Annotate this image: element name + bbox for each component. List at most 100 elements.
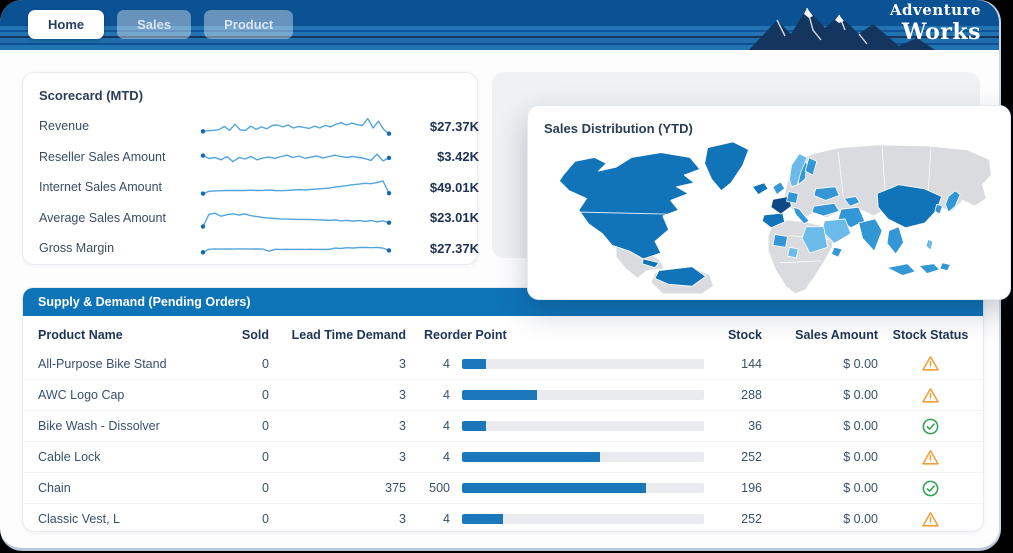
tab-home[interactable]: Home bbox=[28, 10, 105, 39]
cell-product-name: All-Purpose Bike Stand bbox=[38, 356, 167, 371]
cell-lead-time: 3 bbox=[399, 356, 406, 371]
bar-track bbox=[462, 452, 704, 462]
cell-reorder-bar bbox=[450, 514, 706, 524]
cell-lead-time: 3 bbox=[399, 388, 406, 402]
cell-product-name: Bike Wash - Dissolver bbox=[38, 419, 160, 433]
bar-track bbox=[462, 514, 704, 524]
col-lead-time-demand[interactable]: Lead Time Demand bbox=[291, 327, 406, 342]
cell-reorder-bar bbox=[450, 390, 706, 400]
cell-lead-time: 375 bbox=[385, 481, 406, 495]
warning-icon bbox=[921, 386, 940, 405]
cell-product-name: Chain bbox=[38, 481, 71, 495]
table-header-row: Product Name Sold Lead Time Demand Reord… bbox=[23, 321, 983, 348]
col-reorder-point[interactable]: Reorder Point bbox=[424, 327, 507, 342]
sparkline-average-sales bbox=[200, 212, 392, 229]
tab-sales[interactable]: Sales bbox=[117, 10, 192, 39]
bar-track bbox=[462, 358, 704, 369]
cell-stock: 196 bbox=[741, 481, 762, 495]
scorecard-row-revenue[interactable]: Revenue $27.37K bbox=[23, 111, 479, 142]
page-tabs: Home Sales Product bbox=[28, 10, 294, 39]
cell-stock-status bbox=[878, 354, 983, 373]
bar-fill bbox=[462, 358, 487, 369]
sparkline-internet-sales bbox=[200, 180, 392, 197]
cell-reorder-bar bbox=[450, 421, 706, 431]
cell-sales-amount: $ 0.00 bbox=[843, 388, 878, 402]
cell-reorder-bar bbox=[450, 483, 706, 493]
cell-product-name: Classic Vest, L bbox=[38, 512, 120, 526]
cell-lead-time: 3 bbox=[399, 450, 406, 464]
table-row[interactable]: All-Purpose Bike Stand 0 3 4 144 $ 0.00 bbox=[23, 348, 983, 379]
bar-fill bbox=[462, 390, 538, 400]
table-row[interactable]: AWC Logo Cap 0 3 4 288 $ 0.00 bbox=[23, 379, 983, 410]
cell-stock-status bbox=[878, 386, 983, 405]
bar-track bbox=[462, 483, 704, 493]
warning-icon bbox=[921, 510, 940, 529]
top-nav-bar: Home Sales Product bbox=[0, 0, 999, 50]
cell-reorder-point: 4 bbox=[443, 512, 450, 526]
cell-stock: 36 bbox=[748, 419, 762, 433]
table-row[interactable]: Chain 0 375 500 196 $ 0.00 bbox=[23, 472, 983, 503]
warning-icon bbox=[921, 354, 940, 373]
cell-lead-time: 3 bbox=[399, 512, 406, 526]
col-sales-amount[interactable]: Sales Amount bbox=[795, 327, 878, 342]
col-stock-status[interactable]: Stock Status bbox=[892, 327, 969, 342]
brand-line-adventure: Adventure bbox=[889, 1, 981, 19]
cell-sales-amount: $ 0.00 bbox=[843, 450, 878, 464]
metric-label: Internet Sales Amount bbox=[39, 180, 162, 195]
sparkline-gross-margin bbox=[200, 246, 392, 255]
cell-reorder-point: 4 bbox=[443, 388, 450, 402]
table-row[interactable]: Bike Wash - Dissolver 0 3 4 36 $ 0.00 bbox=[23, 410, 983, 441]
metric-value: $27.37K bbox=[429, 240, 479, 256]
sparkline-revenue bbox=[200, 118, 392, 137]
tab-product[interactable]: Product bbox=[204, 10, 294, 39]
bar-fill bbox=[462, 421, 487, 431]
cell-reorder-point: 4 bbox=[443, 356, 450, 371]
bar-track bbox=[462, 421, 704, 431]
cell-product-name: Cable Lock bbox=[38, 450, 101, 464]
scorecard-row-internet-sales[interactable]: Internet Sales Amount $49.01K bbox=[23, 172, 479, 203]
bar-fill bbox=[462, 452, 600, 462]
scorecard-row-reseller-sales[interactable]: Reseller Sales Amount $3.42K bbox=[23, 142, 479, 173]
cell-stock: 252 bbox=[741, 512, 762, 526]
scorecard-row-gross-margin[interactable]: Gross Margin $27.37K bbox=[23, 233, 479, 264]
cell-sold: 0 bbox=[262, 419, 269, 433]
table-body: All-Purpose Bike Stand 0 3 4 144 $ 0.00 … bbox=[23, 348, 983, 534]
metric-label: Gross Margin bbox=[39, 241, 115, 256]
col-stock[interactable]: Stock bbox=[727, 327, 762, 342]
scorecard-panel: Scorecard (MTD) Revenue $27.37K Reseller… bbox=[22, 72, 479, 265]
table-row[interactable]: Cable Lock 0 3 4 252 $ 0.00 bbox=[23, 441, 983, 472]
bar-fill bbox=[462, 483, 646, 493]
col-sold[interactable]: Sold bbox=[241, 327, 269, 342]
cell-sales-amount: $ 0.00 bbox=[843, 512, 878, 526]
cell-sold: 0 bbox=[262, 356, 269, 371]
cell-sold: 0 bbox=[262, 388, 269, 402]
cell-lead-time: 3 bbox=[399, 419, 406, 433]
cell-sales-amount: $ 0.00 bbox=[843, 356, 878, 371]
metric-label: Reseller Sales Amount bbox=[39, 149, 166, 164]
cell-stock-status bbox=[878, 417, 983, 436]
cell-sold: 0 bbox=[262, 512, 269, 526]
world-map[interactable] bbox=[539, 138, 1001, 295]
scorecard-row-average-sales[interactable]: Average Sales Amount $23.01K bbox=[23, 203, 479, 234]
check-circle-icon bbox=[921, 417, 940, 436]
metric-value: $27.37K bbox=[429, 118, 479, 134]
adventure-works-logo: Adventure Works bbox=[749, 0, 999, 50]
cell-product-name: AWC Logo Cap bbox=[38, 388, 125, 402]
table-row[interactable]: Classic Vest, L 0 3 4 252 $ 0.00 bbox=[23, 503, 983, 534]
sales-distribution-panel: Sales Distribution (YTD) bbox=[527, 105, 1011, 300]
cell-reorder-point: 4 bbox=[443, 419, 450, 433]
world-map-svg bbox=[559, 141, 992, 295]
col-product-name[interactable]: Product Name bbox=[38, 327, 123, 342]
cell-stock-status bbox=[878, 479, 983, 498]
metric-label: Revenue bbox=[39, 119, 90, 134]
cell-stock: 144 bbox=[741, 356, 762, 371]
warning-icon bbox=[921, 448, 940, 467]
cell-reorder-bar bbox=[450, 358, 706, 369]
supply-demand-title: Supply & Demand (Pending Orders) bbox=[38, 295, 251, 309]
bar-track bbox=[462, 390, 704, 400]
metric-label: Average Sales Amount bbox=[39, 210, 166, 225]
bar-fill bbox=[462, 514, 504, 524]
cell-stock: 288 bbox=[741, 388, 762, 402]
